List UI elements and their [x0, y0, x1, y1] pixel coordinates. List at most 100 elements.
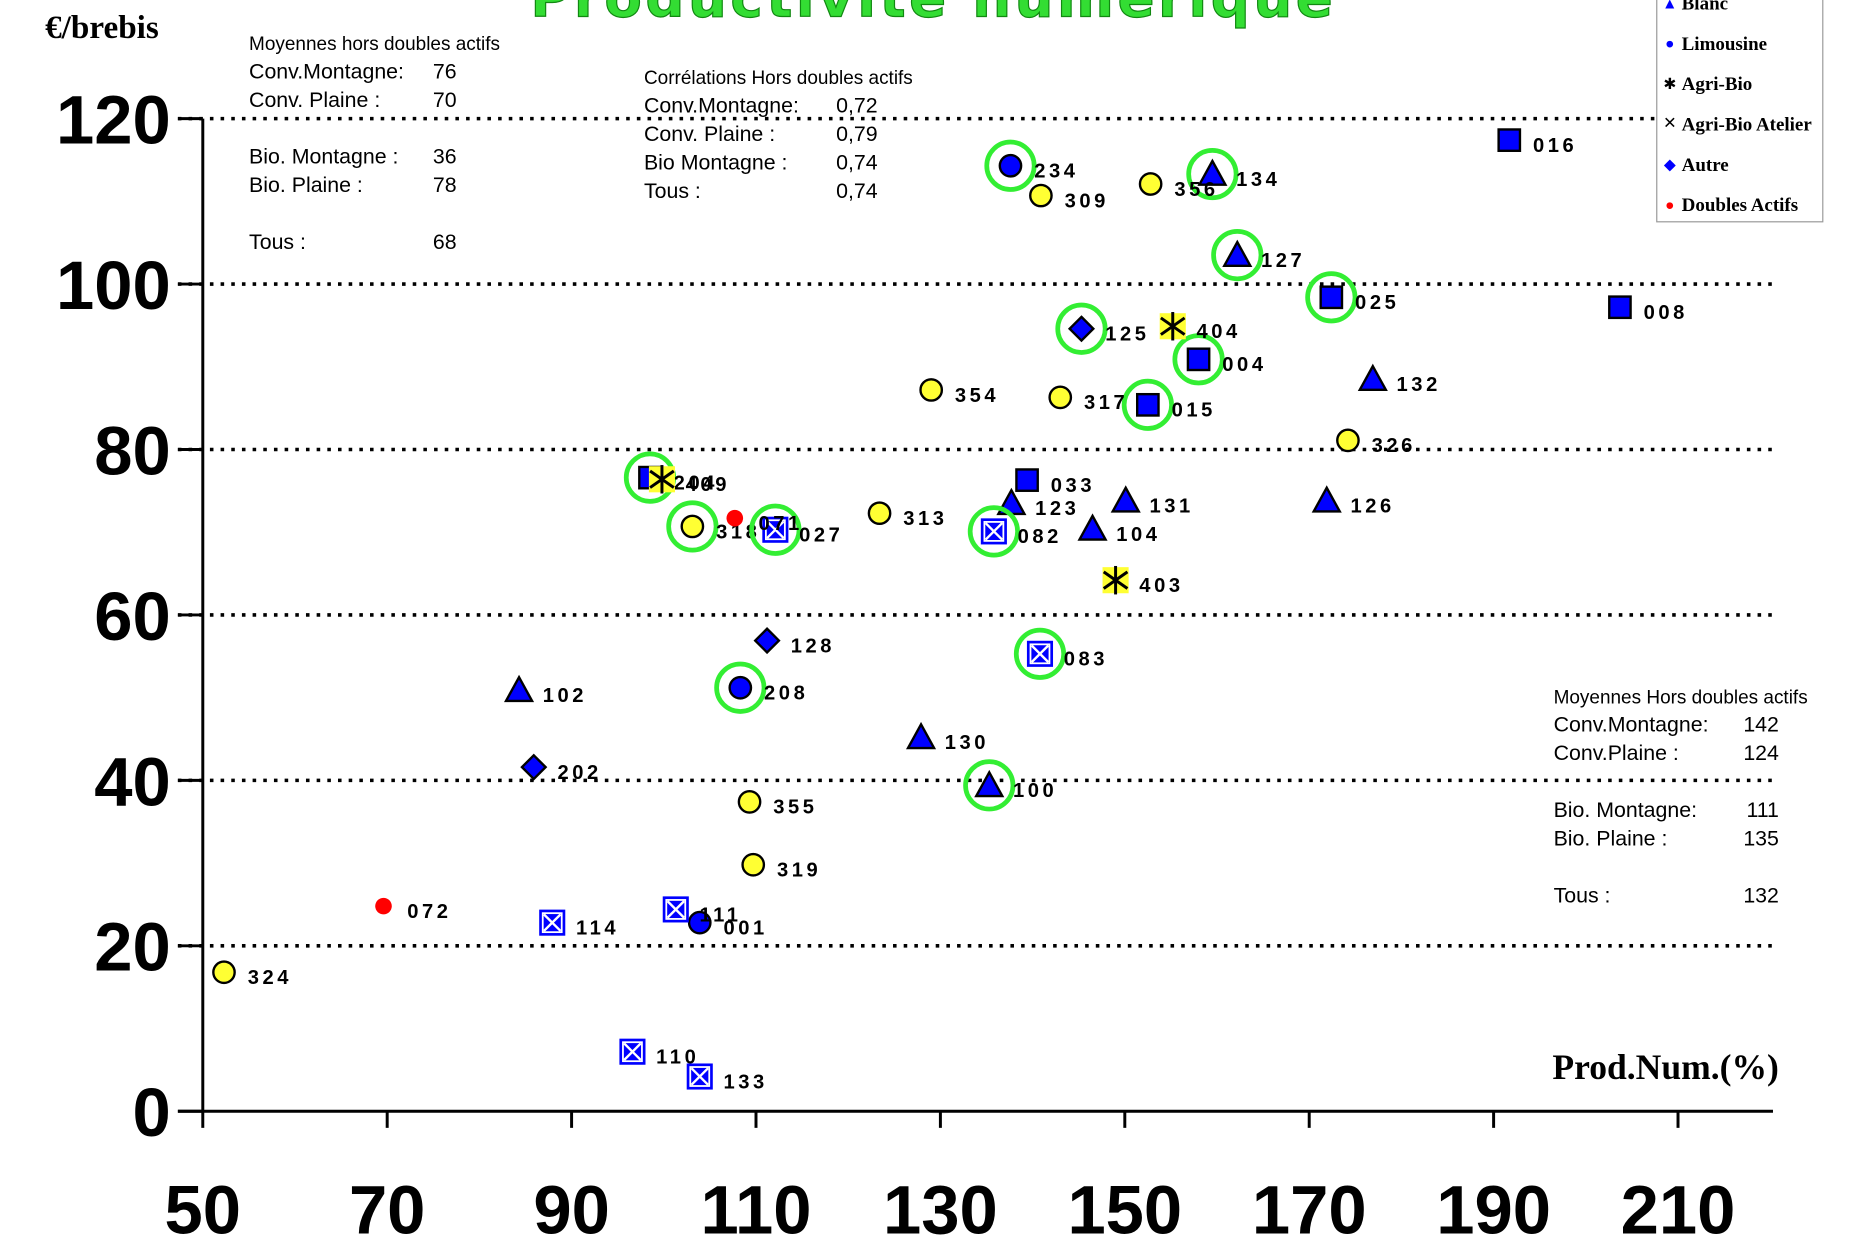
point-label: 130 [945, 732, 989, 754]
marker-stroke [543, 913, 562, 932]
point-label: 131 [1149, 496, 1193, 518]
legend-label: Doubles Actifs [1682, 195, 1798, 216]
marker-shape [741, 852, 766, 877]
legend-symbol: ✱ [1663, 76, 1676, 93]
annotation-label: Bio. Montagne: [1554, 798, 1697, 822]
point-label: 008 [1644, 302, 1688, 324]
legend-marker: ● [1665, 197, 1674, 214]
marker-circle [680, 514, 705, 539]
marker-diamond [520, 753, 548, 781]
marker-shape [1048, 385, 1073, 410]
annotation-title: Moyennes Hors doubles actifs [1554, 687, 1808, 708]
legend-label: Blanc [1682, 0, 1728, 15]
marker-shape [1077, 513, 1108, 541]
point-label: 326 [1372, 435, 1416, 457]
annotation-title: Moyennes hors doubles actifs [249, 34, 500, 55]
marker-shape [520, 753, 548, 781]
point-label: 004 [1222, 354, 1266, 376]
marker-cross [539, 909, 566, 936]
point-label: 125 [1105, 324, 1149, 346]
y-tick-label: 20 [94, 909, 171, 986]
marker-diamond [753, 627, 781, 655]
marker-stroke [1030, 644, 1050, 663]
marker-circle [687, 910, 712, 935]
highlight-ring [1013, 627, 1067, 680]
y-tick-label: 100 [56, 247, 171, 324]
legend-label: Agri-Bio Atelier [1682, 114, 1813, 135]
x-tick-label: 70 [349, 1171, 425, 1237]
marker-shape [212, 960, 236, 985]
annotation-value: 76 [433, 59, 457, 83]
point-label: 134 [1236, 169, 1280, 191]
marker-cross [762, 516, 789, 543]
marker-cross [1026, 640, 1054, 667]
y-tick-label: 60 [94, 578, 171, 655]
point-label: 016 [1533, 135, 1577, 157]
marker-triangle [1110, 485, 1141, 513]
point-label: 133 [723, 1071, 767, 1093]
marker-triangle [974, 769, 1005, 798]
marker-shape [1029, 183, 1053, 208]
marker-inner [665, 899, 687, 920]
annotation-label: Conv.Montagne: [1554, 713, 1709, 737]
marker-shape [1336, 428, 1360, 453]
x-tick-label: 50 [165, 1171, 241, 1237]
marker-cross [980, 518, 1007, 545]
marker-shape [905, 721, 937, 750]
legend-label: Autre [1682, 155, 1729, 176]
marker-shape [1497, 128, 1522, 152]
highlight-ring [1121, 378, 1174, 431]
marker-square [1135, 392, 1160, 417]
point-label: 082 [1018, 526, 1062, 548]
x-tick-label: 150 [1067, 1171, 1182, 1237]
marker-stroke [690, 1067, 709, 1086]
legend-label: Limousine [1682, 34, 1767, 55]
legend-label: Agri-Bio [1682, 74, 1753, 95]
marker-circle [212, 960, 236, 985]
point-label: 403 [1139, 575, 1183, 597]
marker-asterisk [648, 465, 675, 494]
marker-shape [974, 769, 1005, 798]
annotation-value: 111 [1746, 798, 1778, 822]
annotation-label: Tous : [1554, 884, 1611, 908]
y-tick-label: 120 [56, 82, 171, 159]
marker-square [1015, 468, 1039, 492]
annotation-value: 0,72 [836, 94, 878, 118]
marker-asterisk [1159, 312, 1186, 341]
point-label: 100 [1013, 780, 1057, 802]
highlight-ring [963, 759, 1016, 812]
marker-shape [680, 514, 705, 539]
annotation-value: 142 [1743, 713, 1779, 737]
marker-circle [919, 378, 944, 402]
marker-stroke [666, 900, 685, 919]
chart-title: Productivité numérique [530, 0, 1336, 30]
marker-triangle [1077, 513, 1108, 541]
annotation-value: 68 [433, 230, 457, 254]
marker-inner [1029, 643, 1051, 665]
annotation-value: 124 [1743, 741, 1779, 765]
highlight-ring [1186, 147, 1239, 201]
highlight-ring [1305, 271, 1358, 324]
marker-inner [689, 1066, 711, 1087]
annotation-label: Conv. Plaine : [644, 122, 775, 146]
marker-circle [1336, 428, 1360, 453]
highlight-ring [666, 500, 719, 553]
marker-shape [375, 897, 392, 915]
marker-shape [1015, 468, 1039, 492]
marker-square [1319, 285, 1344, 310]
annotation-label: Bio Montagne : [644, 151, 787, 175]
annotation-label: Conv.Montagne: [249, 59, 404, 83]
marker-stroke [623, 1042, 642, 1061]
marker-circle [737, 790, 762, 814]
marker-cross [662, 896, 689, 923]
point-label: 356 [1174, 179, 1218, 201]
marker-inner [541, 912, 563, 934]
legend-marker: ● [1665, 36, 1674, 53]
annotation-label: Bio. Plaine : [249, 173, 363, 197]
marker-shape [998, 153, 1023, 178]
annotation-value: 132 [1743, 884, 1779, 908]
marker-shape [1110, 485, 1141, 513]
point-label: 309 [1065, 190, 1109, 212]
annotation-value: 0,74 [836, 151, 878, 175]
point-label: 111 [700, 904, 742, 926]
